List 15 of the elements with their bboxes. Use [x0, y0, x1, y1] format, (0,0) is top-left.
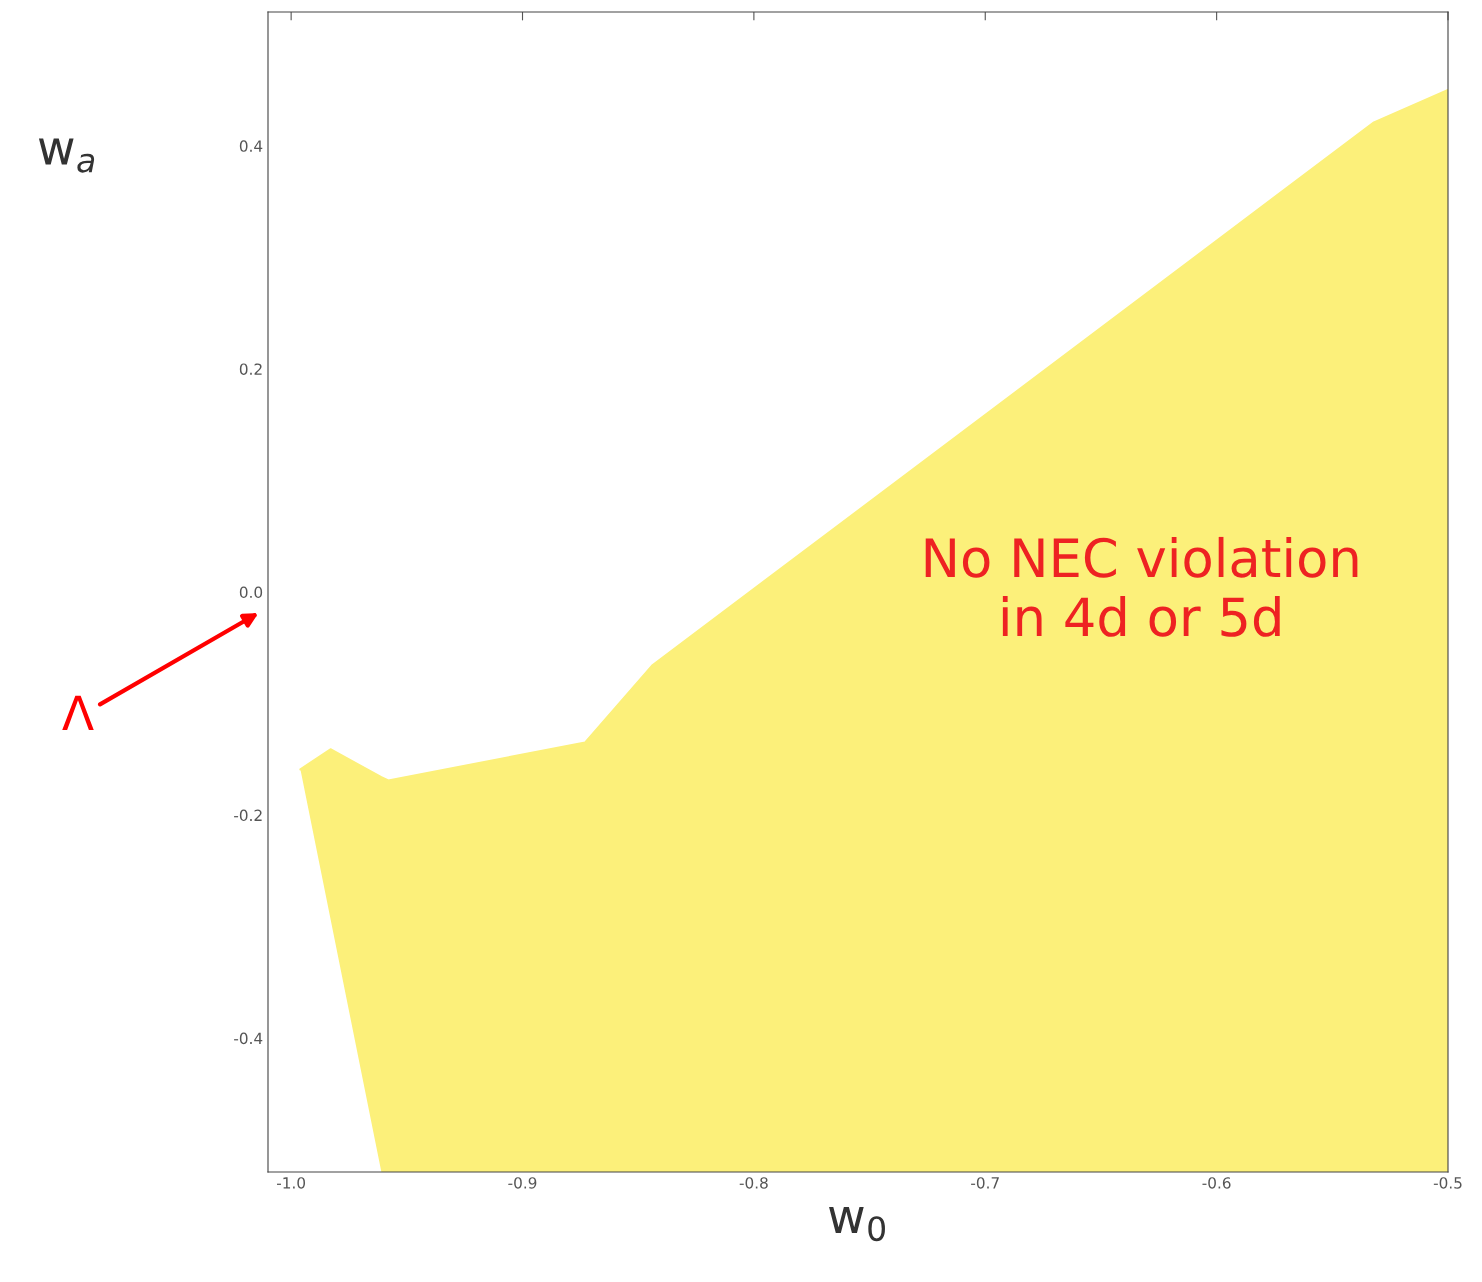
y-tick-label: 0.4: [239, 140, 263, 152]
x-tick-label: -0.9: [508, 1177, 537, 1189]
x-axis-title: w$_{0}$: [829, 1207, 885, 1242]
x-tick-label: -1.0: [276, 1177, 306, 1189]
x-tick-label: -0.7: [971, 1177, 999, 1189]
x-tick-label: -0.5: [1433, 1177, 1462, 1189]
annotation: No NEC violation in 4d or 5d: [925, 536, 1358, 637]
text: Λ: [62, 695, 94, 731]
y-tick-label: 0.2: [239, 363, 262, 375]
y-tick-label: -0.2: [234, 809, 262, 822]
y-axis-title: w$_{a}$: [38, 138, 95, 173]
y-tick-label: -0.4: [234, 1032, 263, 1045]
y-tick-label: 0.0: [239, 586, 263, 599]
x-tick-label: -0.8: [739, 1177, 768, 1189]
x-tick-label: -0.6: [1202, 1177, 1231, 1189]
